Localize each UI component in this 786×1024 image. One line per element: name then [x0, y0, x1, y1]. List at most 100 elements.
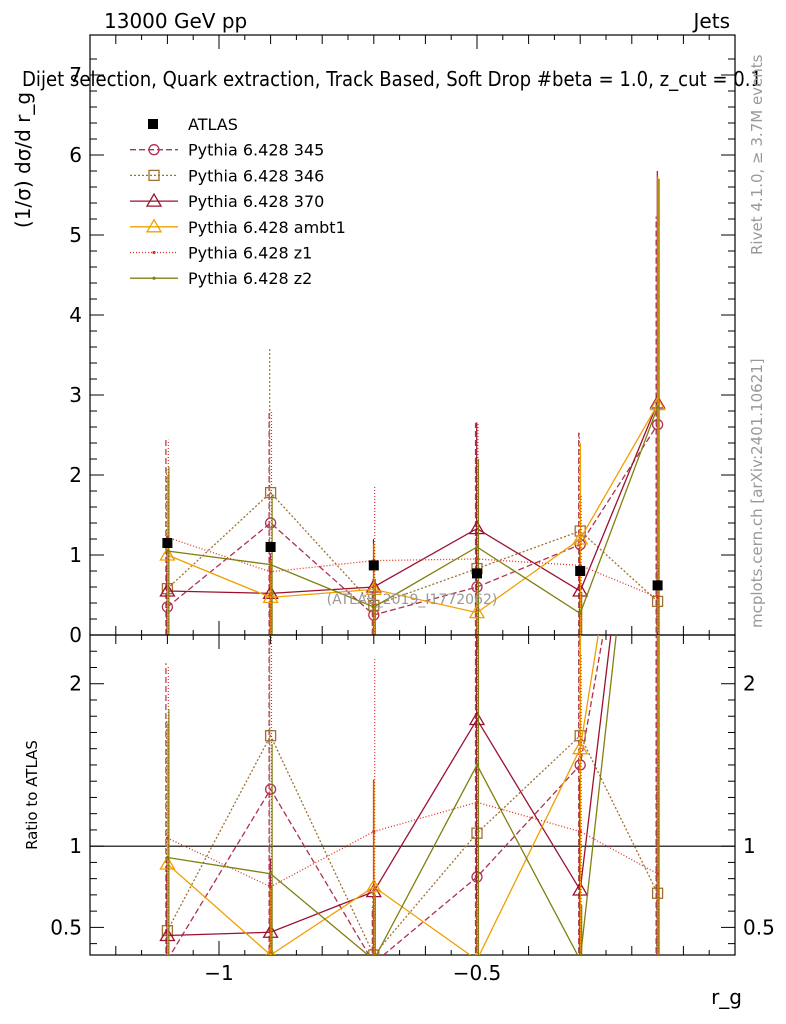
- watermark: (ATLAS_2019_I1772062): [327, 592, 498, 608]
- ratio-z1-point: [656, 872, 660, 876]
- y-tick-label: 7: [69, 63, 82, 87]
- y-tick-label: 2: [69, 672, 82, 696]
- ratio-ambt1-point: [572, 740, 589, 755]
- legend-label-ambt1: Pythia 6.428 ambt1: [188, 218, 346, 237]
- ratio-z1-point: [475, 800, 479, 804]
- series-z1-point: [269, 570, 273, 574]
- legend-marker-atlas: [148, 119, 158, 129]
- ratio-ambt1-point: [365, 878, 382, 893]
- energy-label: 13000 GeV pp: [104, 9, 247, 33]
- y-tick-label: 6: [69, 143, 82, 167]
- series-ambt1-point: [468, 604, 486, 619]
- legend: ATLAS Pythia 6.428 345 Pythia 6.428 346 Pyt…: [130, 115, 346, 288]
- atlas-point: [472, 568, 482, 579]
- ratio-y-axis-title: Ratio to ATLAS: [23, 740, 41, 850]
- y-tick-label: 0: [69, 623, 82, 647]
- ratio-series-group: [159, 635, 664, 968]
- main-y-axis-title: (1/σ) dσ/d r_g: [11, 92, 35, 228]
- ratio-345-point: [369, 958, 379, 968]
- ratio-370-line: [167, 635, 612, 937]
- y-tick-label: 1: [69, 834, 82, 858]
- ratio-345-line: [169, 635, 604, 955]
- legend-marker-z1: [152, 250, 156, 255]
- series-z2-point: [269, 563, 273, 567]
- plot-title: Dijet selection, Quark extraction, Track…: [22, 67, 762, 91]
- ratio-plot-panel: −1 −0.5 0.5 0.5 1 1 2 2: [50, 634, 775, 985]
- y-tick-label: 0.5: [50, 915, 82, 939]
- ratio-370-point: [468, 711, 486, 726]
- y-tick-label: 5: [69, 223, 82, 247]
- x-tick-label: −0.5: [453, 961, 502, 985]
- ratio-z1-point: [578, 829, 582, 834]
- legend-marker-z2: [152, 276, 156, 280]
- series-z1-point: [475, 557, 479, 561]
- main-plot-panel: 0 1 2 3 4 5 6 7: [69, 34, 736, 647]
- y-tick-label: 1: [69, 543, 82, 567]
- series-370-point: [468, 520, 486, 535]
- y-tick-label: 3: [69, 383, 82, 407]
- series-z1-line: [167, 536, 658, 599]
- ratio-z2-point: [475, 763, 479, 767]
- y-tick-label: 1: [743, 834, 756, 858]
- series-z2-point: [656, 405, 660, 409]
- legend-label-346: Pythia 6.428 346: [188, 166, 324, 185]
- ratio-ambt1-line: [166, 635, 599, 955]
- series-370-line: [167, 402, 659, 595]
- atlas-point: [575, 566, 586, 576]
- series-ambt1-point: [365, 581, 382, 596]
- series-ambt1-point: [649, 396, 666, 411]
- ratio-ambt1-point: [265, 946, 276, 955]
- legend-marker-370: [145, 192, 163, 207]
- y-tick-label: 0.5: [743, 915, 775, 939]
- ratio-z1-point: [165, 836, 169, 840]
- series-z2-point: [475, 545, 479, 549]
- process-label: Jets: [692, 9, 730, 33]
- x-tick-label: −1: [204, 961, 233, 985]
- series-ambt1-point: [262, 589, 279, 604]
- series-345-point: [264, 517, 277, 529]
- series-z2-line: [167, 406, 659, 615]
- series-ambt1-point: [572, 530, 589, 545]
- series-z1-point: [656, 595, 660, 600]
- ratio-z2-point: [579, 958, 582, 961]
- rivet-label: Rivet 4.1.0, ≥ 3.7M events: [748, 54, 766, 255]
- ratio-z1-line: [167, 801, 658, 888]
- source-label: mcplots.cern.ch [arXiv:2401.10621]: [748, 358, 766, 628]
- series-z2-point: [372, 605, 376, 609]
- series-z2-point: [578, 611, 582, 616]
- ratio-346-point: [264, 730, 277, 742]
- legend-marker-345: [148, 144, 160, 156]
- x-axis-title: r_g: [711, 985, 742, 1009]
- legend-label-z2: Pythia 6.428 z2: [188, 269, 312, 288]
- atlas-point: [652, 580, 663, 591]
- ratio-346-line: [166, 734, 659, 955]
- series-ambt1-line: [167, 404, 659, 614]
- main-series-group: [159, 171, 666, 635]
- legend-marker-ambt1: [145, 218, 163, 233]
- atlas-point: [162, 538, 173, 548]
- ratio-frame: [89, 634, 736, 956]
- legend-label-370: Pythia 6.428 370: [188, 192, 324, 211]
- y-tick-label: 2: [69, 463, 82, 487]
- ratio-z1-point: [372, 829, 376, 834]
- main-frame: [89, 34, 736, 636]
- ratio-z2-point: [269, 872, 273, 876]
- y-tick-label: 2: [743, 672, 756, 696]
- series-346-line: [166, 491, 659, 607]
- legend-label-345: Pythia 6.428 345: [188, 141, 324, 160]
- series-346-point: [264, 486, 277, 499]
- series-ambt1-point: [159, 546, 176, 561]
- ratio-z2-point: [372, 958, 375, 961]
- legend-marker-346: [148, 169, 160, 182]
- legend-label-atlas: ATLAS: [188, 115, 238, 134]
- ratio-z2-line: [167, 635, 617, 955]
- atlas-point: [368, 560, 379, 571]
- y-tick-label: 4: [69, 303, 82, 327]
- series-z2-point: [165, 549, 169, 553]
- ratio-345-point: [264, 783, 277, 795]
- legend-label-z1: Pythia 6.428 z1: [188, 244, 312, 263]
- ratio-z1-point: [269, 885, 273, 889]
- atlas-point: [265, 542, 276, 552]
- ratio-345-point: [164, 954, 171, 955]
